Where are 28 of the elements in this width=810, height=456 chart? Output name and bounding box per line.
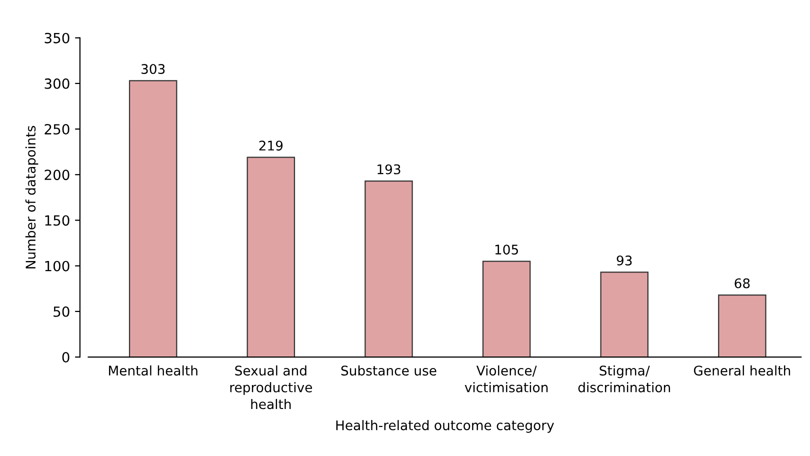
y-tick-label: 50 [54, 306, 70, 317]
y-tick-label: 150 [45, 215, 70, 226]
data-label: 303 [142, 64, 165, 74]
x-tick-label: Mental health [109, 365, 198, 376]
x-tick-label: Stigma/ discrimination [578, 365, 670, 392]
x-axis-title: Health-related outcome category [336, 420, 554, 433]
x-tick-label: Violence/ victimisation [464, 365, 548, 392]
bar [600, 272, 648, 358]
y-tick-label: 200 [44, 170, 70, 180]
x-tick-label: Sexual and reproductive health [230, 365, 312, 410]
data-label: 105 [495, 244, 518, 255]
y-tick-label: 0 [62, 352, 70, 363]
bar [482, 260, 531, 358]
bar [128, 80, 178, 358]
y-tick-label: 100 [45, 260, 70, 272]
y-tick-label: 250 [44, 124, 70, 135]
data-label: 68 [734, 278, 750, 288]
y-tick-label: 300 [44, 78, 70, 89]
data-label: 193 [378, 164, 400, 174]
x-tick-label: General health [694, 365, 790, 376]
bar [246, 156, 296, 358]
bar [364, 180, 413, 358]
data-label: 93 [616, 256, 632, 266]
y-tick-label: 350 [44, 32, 70, 44]
data-label: 219 [259, 140, 283, 151]
y-axis-title: Number of datapoints [25, 126, 38, 268]
bar [718, 294, 766, 358]
x-tick-label: Substance use [341, 365, 436, 376]
